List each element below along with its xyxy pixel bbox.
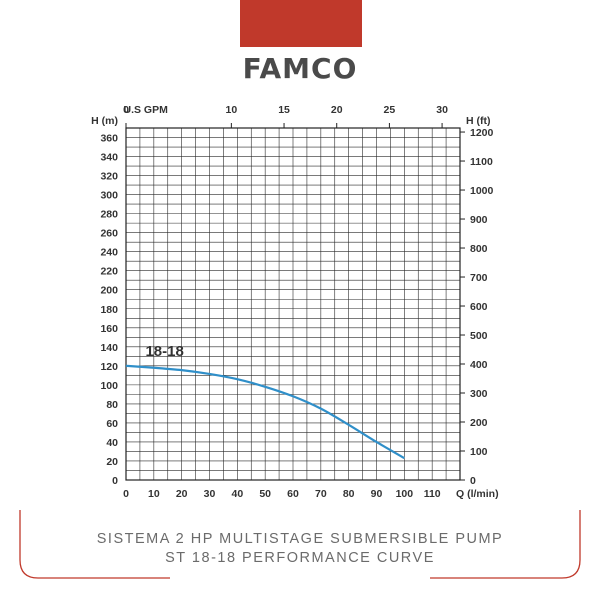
y-axis-label: H (m): [91, 115, 118, 127]
x-tick-label: 40: [231, 488, 243, 500]
x-tick-label: 110: [424, 488, 441, 500]
right-axis-label: H (ft): [466, 115, 491, 127]
caption-line-1: SISTEMA 2 HP MULTISTAGE SUBMERSIBLE PUMP: [96, 531, 504, 547]
y-tick-label: 40: [106, 437, 118, 449]
y-tick-label: 160: [100, 323, 118, 335]
chart-series: 18-18: [125, 343, 405, 460]
right-axis-tick-label: 700: [470, 272, 488, 284]
y-tick-label: 0: [112, 475, 118, 487]
y-tick-label: 20: [106, 456, 118, 468]
right-axis-tick-label: 900: [470, 214, 488, 226]
top-axis-tick-label: 20: [331, 104, 343, 116]
y-tick-label: 240: [100, 247, 118, 259]
y-tick-label: 100: [100, 380, 118, 392]
x-tick-label: 60: [287, 488, 299, 500]
x-tick-label: 90: [371, 488, 383, 500]
y-tick-label: 200: [100, 285, 118, 297]
chart-caption: SISTEMA 2 HP MULTISTAGE SUBMERSIBLE PUMP…: [0, 530, 600, 568]
x-tick-label: 80: [343, 488, 355, 500]
y-tick-label: 140: [100, 342, 118, 354]
series-line-18-18: [125, 364, 405, 460]
top-axis-tick-label: 15: [278, 104, 290, 116]
brand-banner: [240, 0, 362, 47]
famco-logo: FAMCO: [242, 52, 358, 85]
right-axis-tick-label: 400: [470, 359, 488, 371]
y-tick-label: 120: [100, 361, 118, 373]
frame-corner-right: [430, 510, 581, 579]
y-tick-label: 320: [100, 171, 118, 183]
y-tick-label: 340: [100, 152, 118, 164]
y-tick-label: 60: [106, 418, 118, 430]
x-tick-label: 10: [148, 488, 160, 500]
right-axis-tick-label: 1000: [470, 185, 494, 197]
x-tick-label: 70: [315, 488, 327, 500]
x-axis-label: Q (l/min): [456, 488, 499, 500]
right-axis-tick-label: 300: [470, 388, 488, 400]
frame-corner-left: [19, 510, 170, 579]
y-tick-label: 220: [100, 266, 118, 278]
right-axis-tick-label: 200: [470, 417, 488, 429]
x-tick-label: 50: [259, 488, 271, 500]
top-axis-tick-label: 0: [123, 104, 129, 116]
x-tick-label: 30: [204, 488, 216, 500]
top-axis-tick-label: 25: [384, 104, 396, 116]
y-tick-label: 360: [100, 133, 118, 145]
right-axis-tick-label: 0: [470, 475, 476, 487]
y-tick-label: 180: [100, 304, 118, 316]
top-axis-tick-label: 30: [436, 104, 448, 116]
y-tick-label: 260: [100, 228, 118, 240]
x-tick-label: 20: [176, 488, 188, 500]
right-axis-tick-label: 1100: [470, 156, 493, 168]
right-axis-tick-label: 1200: [470, 127, 494, 139]
chart-axes: [125, 127, 461, 481]
chart-ticks: 0 10 20 30 40 50 60 70 80 90 100 110 Q (l/min)020406…: [91, 104, 498, 500]
series-label: 18-18: [145, 343, 183, 360]
top-axis-label: U.S GPM: [124, 104, 169, 116]
right-axis-tick-label: 800: [470, 243, 488, 255]
y-tick-label: 80: [106, 399, 118, 411]
x-tick-label: 0: [123, 488, 129, 500]
plot-area-border: [125, 127, 461, 481]
decorative-frame: [19, 510, 581, 579]
x-tick-label: 100: [396, 488, 414, 500]
caption-line-2: ST 18-18 PERFORMANCE CURVE: [165, 550, 435, 566]
right-axis-tick-label: 100: [470, 446, 488, 458]
y-tick-label: 300: [100, 190, 118, 202]
y-tick-label: 280: [100, 209, 118, 221]
chart-grid: [125, 127, 461, 481]
right-axis-tick-label: 600: [470, 301, 488, 313]
right-axis-tick-label: 500: [470, 330, 488, 342]
top-axis-tick-label: 10: [226, 104, 238, 116]
